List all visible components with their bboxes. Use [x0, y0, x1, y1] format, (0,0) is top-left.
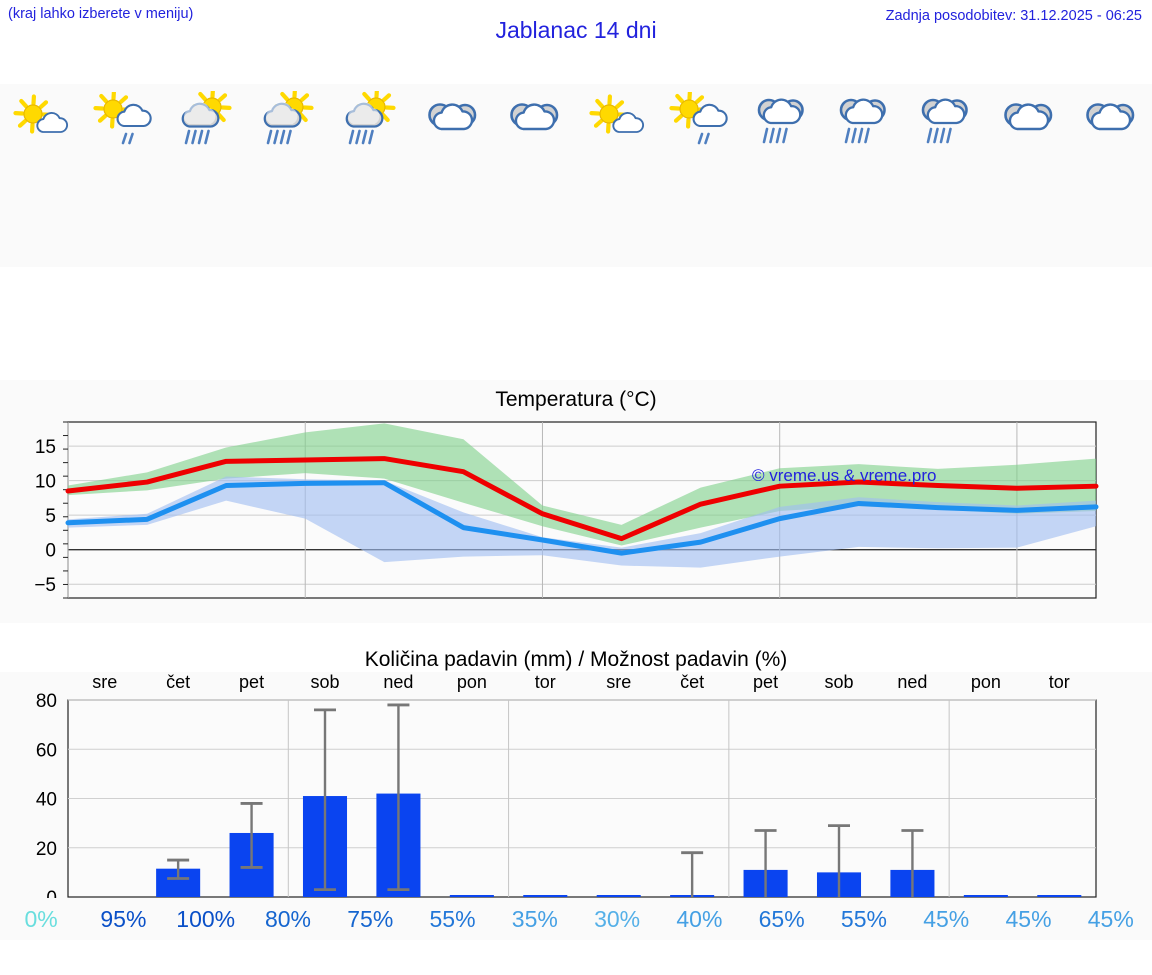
svg-text:sob: sob	[310, 672, 339, 692]
svg-text:tor: tor	[1049, 672, 1070, 692]
day-column[interactable]	[823, 84, 905, 267]
day-column[interactable]	[658, 84, 740, 267]
svg-text:čet: čet	[166, 672, 190, 692]
precipitation-probability-label: 0%	[24, 906, 58, 932]
precipitation-probability-label: 55%	[840, 906, 887, 932]
page-title: Jablanac 14 dni	[495, 17, 657, 43]
precipitation-chart-title: Količina padavin (mm) / Možnost padavin …	[364, 648, 788, 671]
day-column[interactable]	[247, 84, 329, 267]
svg-text:10: 10	[35, 472, 56, 493]
temperature-chart: 15 10 5 0 −5 © vreme.us & vreme.pro	[0, 380, 1152, 623]
svg-text:ned: ned	[383, 672, 413, 692]
svg-text:−5: −5	[34, 575, 56, 596]
svg-text:5: 5	[45, 506, 56, 527]
svg-text:40: 40	[36, 790, 57, 811]
precipitation-probability-row: 0% 95% 100% 80% 75% 55% 35% 30% 40% 65% 55% 45% 45% 4…	[0, 898, 1152, 940]
cloudy-icon	[987, 89, 1069, 151]
location-hint: (kraj lahko izberete v meniju)	[8, 6, 194, 22]
day-column[interactable]	[905, 84, 987, 267]
sun-cloud-rain-icon	[247, 89, 329, 151]
daily-forecast-strip	[0, 84, 1152, 267]
precipitation-probability-label: 95%	[100, 906, 147, 932]
day-column[interactable]	[329, 84, 411, 267]
precipitation-probability-label: 80%	[264, 906, 311, 932]
svg-text:ned: ned	[897, 672, 927, 692]
temperature-chart-title: Temperatura (°C)	[495, 388, 657, 411]
svg-text:15: 15	[35, 437, 56, 458]
cloud-rain-icon	[823, 89, 905, 151]
last-updated-label: Zadnja posodobitev: 31.12.2025 - 06:25	[885, 8, 1142, 24]
precipitation-probability-label: 30%	[594, 906, 641, 932]
precipitation-probability-label: 45%	[923, 906, 970, 932]
day-column[interactable]	[1070, 84, 1152, 267]
day-column[interactable]	[411, 84, 493, 267]
day-column[interactable]	[82, 84, 164, 267]
svg-text:80: 80	[36, 691, 57, 712]
precipitation-probability-label: 35%	[511, 906, 558, 932]
svg-text:0: 0	[45, 541, 56, 562]
day-column[interactable]	[987, 84, 1069, 267]
precipitation-probability-label: 55%	[429, 906, 476, 932]
svg-text:sob: sob	[824, 672, 853, 692]
day-column[interactable]	[741, 84, 823, 267]
cloud-rain-icon	[905, 89, 987, 151]
sun-cloud-icon	[0, 89, 82, 151]
svg-text:čet: čet	[680, 672, 704, 692]
sun-cloud-light-rain-icon	[658, 89, 740, 151]
svg-text:60: 60	[36, 740, 57, 761]
svg-text:20: 20	[36, 839, 57, 860]
sun-cloud-rain-icon	[165, 89, 247, 151]
precipitation-probability-label: 45%	[1087, 906, 1134, 932]
precipitation-probability-label: 40%	[676, 906, 723, 932]
svg-text:pon: pon	[971, 672, 1001, 692]
precipitation-chart: sre čet pet sob ned pon tor sre čet pet sob ned pon t…	[0, 672, 1152, 932]
svg-text:© vreme.us & vreme.pro: © vreme.us & vreme.pro	[752, 466, 936, 485]
precipitation-probability-label: 100%	[176, 906, 236, 932]
svg-text:sre: sre	[92, 672, 117, 692]
cloudy-icon	[494, 89, 576, 151]
svg-text:pet: pet	[753, 672, 778, 692]
page-header: (kraj lahko izberete v meniju) Jablanac …	[0, 0, 1152, 84]
sun-cloud-rain-icon	[329, 89, 411, 151]
svg-text:pon: pon	[457, 672, 487, 692]
sun-cloud-light-rain-icon	[82, 89, 164, 151]
cloud-rain-icon	[741, 89, 823, 151]
cloudy-icon	[411, 89, 493, 151]
svg-text:tor: tor	[535, 672, 556, 692]
svg-text:sre: sre	[606, 672, 631, 692]
sun-cloud-icon	[576, 89, 658, 151]
precipitation-probability-label: 65%	[758, 906, 805, 932]
day-column[interactable]	[0, 84, 82, 267]
day-column[interactable]	[165, 84, 247, 267]
precipitation-probability-label: 45%	[1005, 906, 1052, 932]
cloudy-icon	[1070, 89, 1152, 151]
svg-text:pet: pet	[239, 672, 264, 692]
day-column[interactable]	[494, 84, 576, 267]
precipitation-probability-label: 75%	[347, 906, 394, 932]
day-column[interactable]	[576, 84, 658, 267]
